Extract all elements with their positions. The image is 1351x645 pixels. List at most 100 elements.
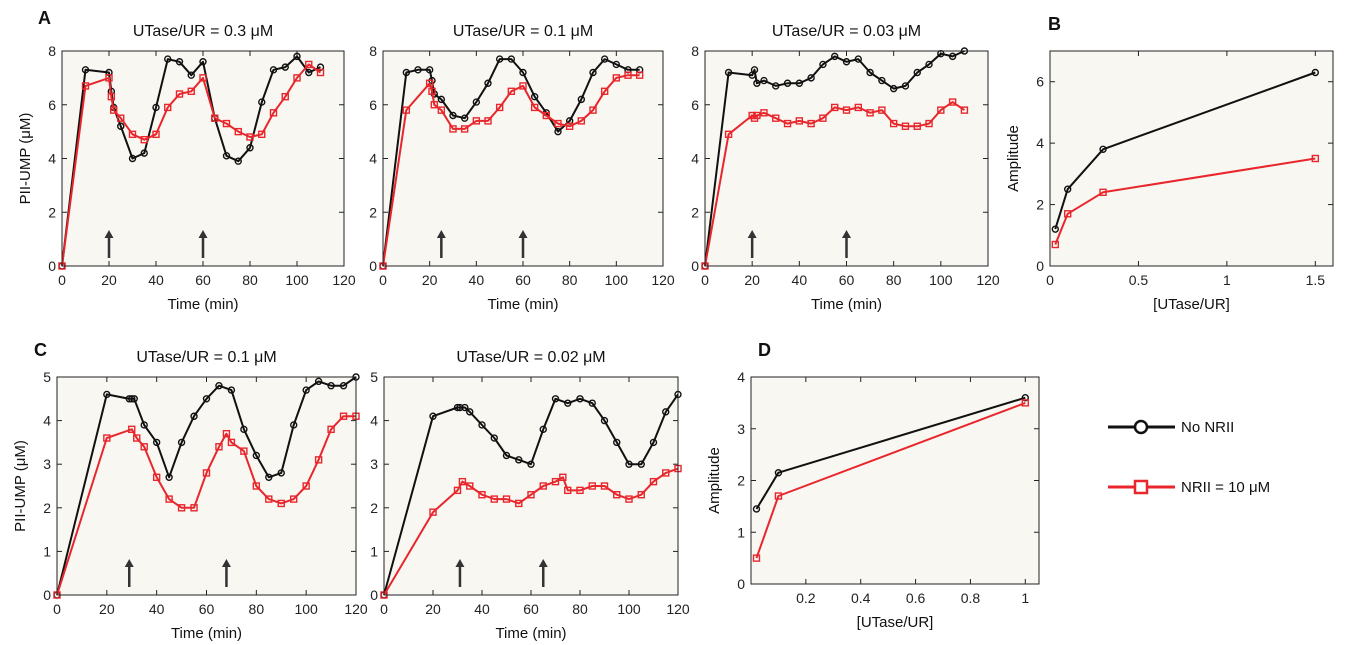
data-point-no-nrii-c2 [662, 408, 670, 416]
data-point-no-nrii-b [1051, 225, 1060, 233]
data-point-nrii-10-m-a3 [819, 114, 827, 122]
x-tick-label-c1: 80 [249, 601, 265, 617]
chart-c1: 0 20 40 60 80 100 120 0 1 2 3 4 5 UTase/UR = 0.1 μM Ti… [12, 349, 368, 642]
x-tick-label-d: 0.2 [796, 590, 816, 606]
y-tick-label-a1: 4 [48, 151, 56, 167]
data-point-no-nrii-a3 [889, 84, 898, 93]
data-point-nrii-10-m-c1 [133, 434, 141, 442]
x-tick-label-a1: 100 [285, 272, 309, 288]
data-point-no-nrii-c1 [265, 473, 273, 481]
data-point-nrii-10-m-a2 [554, 119, 562, 128]
data-point-nrii-10-m-a3 [760, 109, 768, 117]
data-point-nrii-10-m-c2 [662, 469, 670, 477]
data-point-nrii-10-m-c1 [302, 482, 310, 490]
data-point-no-nrii-c2 [461, 403, 469, 412]
data-point-nrii-10-m-a1 [140, 135, 148, 144]
data-point-nrii-10-m-c2 [588, 482, 596, 490]
x-tick-label-a2: 80 [562, 272, 578, 288]
y-axis-label-d: Amplitude [706, 447, 723, 514]
chart-title-c1: UTase/UR = 0.1 μM [136, 349, 276, 366]
data-point-nrii-10-m-a3 [889, 119, 898, 128]
data-point-nrii-10-m-a3 [783, 119, 792, 128]
chart-d: 0.2 0.4 0.6 0.8 1 0 1 2 3 4 [UTase/UR] Amplitude [706, 369, 1040, 631]
data-point-nrii-10-m-b [1051, 240, 1060, 249]
x-axis-label-c1: Time (min) [171, 625, 242, 642]
data-point-nrii-10-m-a3 [724, 130, 733, 139]
y-tick-label-c2: 1 [370, 543, 378, 559]
data-point-nrii-10-m-a3 [831, 103, 839, 112]
plot-frame-d [750, 376, 1040, 585]
data-point-nrii-10-m-a2 [430, 101, 439, 109]
data-point-no-nrii-a1 [117, 122, 125, 130]
data-point-no-nrii-a1 [293, 52, 301, 61]
data-point-no-nrii-c2 [466, 408, 474, 416]
data-point-nrii-10-m-a1 [316, 68, 325, 77]
x-tick-label-c2: 80 [572, 601, 588, 617]
plot-area-c2 [384, 377, 678, 595]
data-point-nrii-10-m-c2 [551, 477, 560, 486]
y-tick-label-c2: 5 [370, 369, 378, 385]
y-tick-label-a1: 8 [48, 43, 56, 59]
data-point-no-nrii-c1 [215, 382, 223, 390]
data-point-nrii-10-m-a1 [187, 87, 195, 96]
data-point-nrii-10-m-c1 [265, 495, 273, 503]
legend: No NRII NRII = 10 μM [1108, 419, 1270, 496]
y-tick-label-d: 4 [737, 369, 745, 385]
data-point-no-nrii-d [774, 469, 783, 477]
data-point-nrii-10-m-b [1063, 210, 1072, 218]
data-point-no-nrii-a2 [554, 127, 562, 136]
data-point-no-nrii-c1 [125, 395, 133, 403]
y-tick-label-a2: 8 [369, 43, 377, 59]
data-point-nrii-10-m-c2 [649, 477, 658, 486]
y-axis-label-b: Amplitude [1005, 125, 1022, 192]
series-line-nrii-10-m-d [755, 401, 1026, 559]
x-axis-label-a1: Time (min) [167, 296, 238, 313]
y-tick-label-a1: 0 [48, 258, 56, 274]
data-point-no-nrii-c1 [140, 421, 148, 429]
y-tick-label-a2: 2 [369, 204, 377, 220]
chart-title-a3: UTase/UR = 0.03 μM [772, 23, 921, 40]
data-point-no-nrii-c1 [277, 469, 285, 477]
data-point-nrii-10-m-c2 [502, 495, 511, 503]
x-axis-label-c2: Time (min) [495, 625, 566, 642]
series-line-no-nrii-a3 [704, 50, 965, 267]
x-tick-label-c1: 100 [294, 601, 318, 617]
data-point-no-nrii-c2 [490, 434, 498, 442]
x-tick-label-a1: 40 [148, 272, 164, 288]
data-point-no-nrii-c2 [502, 451, 511, 460]
data-point-no-nrii-c2 [453, 403, 462, 412]
data-point-no-nrii-a1 [258, 98, 266, 106]
y-tick-label-a1: 2 [48, 204, 56, 220]
data-point-no-nrii-c2 [515, 456, 523, 464]
data-point-no-nrii-a2 [484, 79, 492, 87]
plot-area-c1 [57, 377, 356, 595]
y-tick-label-c1: 3 [43, 456, 51, 472]
data-point-no-nrii-c2 [576, 395, 584, 403]
x-tick-label-a2: 60 [515, 272, 531, 288]
data-point-no-nrii-c1 [314, 377, 323, 386]
y-tick-label-a3: 8 [691, 43, 699, 59]
data-point-nrii-10-m-c1 [103, 434, 111, 442]
data-point-no-nrii-a2 [472, 98, 481, 106]
data-point-nrii-10-m-a1 [117, 114, 125, 122]
data-point-nrii-10-m-a2 [542, 111, 551, 120]
data-point-no-nrii-a2 [437, 95, 446, 104]
data-point-nrii-10-m-c2 [576, 486, 584, 495]
data-point-no-nrii-c2 [588, 399, 596, 407]
x-tick-label-a1: 20 [101, 272, 117, 288]
data-point-nrii-10-m-c1 [177, 504, 186, 512]
data-point-no-nrii-c1 [128, 395, 136, 403]
data-point-nrii-10-m-a2 [472, 117, 481, 125]
x-tick-label-a1: 0 [58, 272, 66, 288]
arrow-marker-a3 [842, 230, 851, 258]
y-tick-label-a1: 6 [48, 97, 56, 113]
data-point-nrii-10-m-a1 [269, 109, 278, 117]
data-point-nrii-10-m-a2 [495, 103, 504, 112]
data-point-nrii-10-m-c1 [327, 425, 335, 434]
y-axis-label-c1: PII-UMP (μM) [12, 440, 29, 532]
data-point-no-nrii-a3 [783, 79, 792, 87]
y-tick-label-a3: 4 [691, 151, 699, 167]
data-point-nrii-10-m-a1 [128, 130, 137, 139]
x-axis-label-b: [UTase/UR] [1153, 296, 1230, 313]
legend-label-no-nrii: No NRII [1181, 419, 1234, 436]
